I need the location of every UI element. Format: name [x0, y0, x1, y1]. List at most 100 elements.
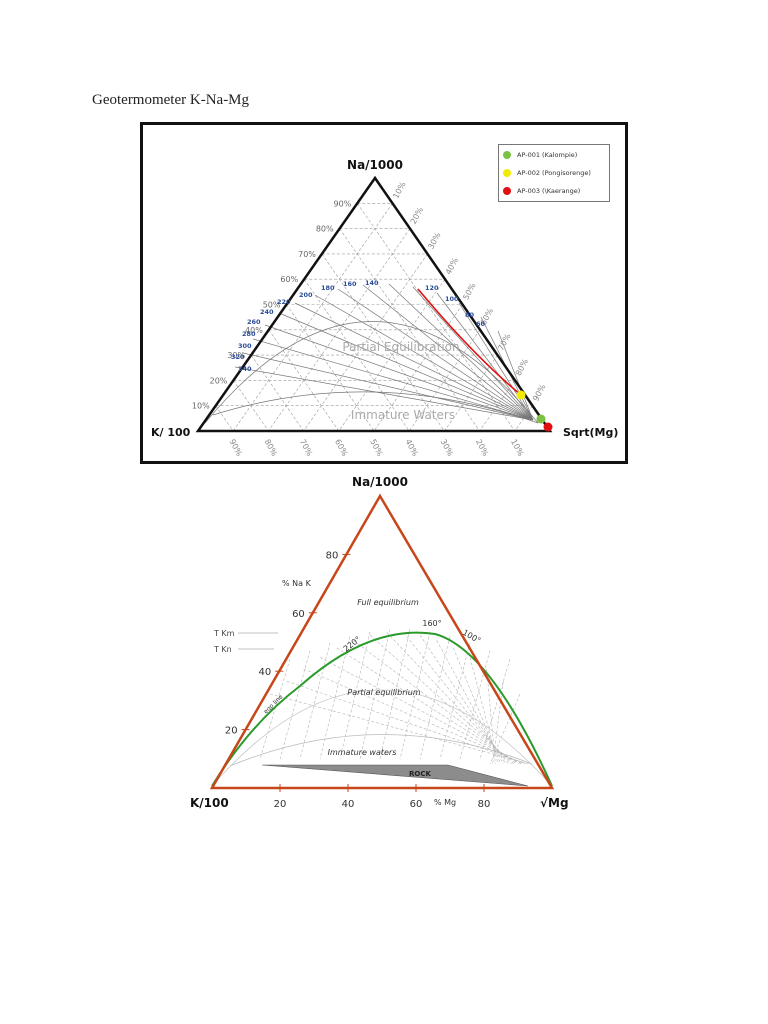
- partial-equilibration-label: Partial Equilibration: [342, 340, 459, 354]
- temperature-label: 220: [277, 298, 291, 306]
- temperature-label: 280: [242, 330, 256, 338]
- isotherm-line: [337, 288, 534, 421]
- bottom-tick-label: 80%: [263, 438, 279, 458]
- isotherm-line: [319, 636, 351, 760]
- isotherm-line: [469, 657, 499, 765]
- temperature-label: 140: [365, 279, 379, 287]
- bottom-tick-label: 30%: [439, 438, 455, 458]
- isotherm-line: [388, 283, 534, 421]
- isotherm-line: [269, 693, 531, 765]
- isotherm-line: [279, 650, 311, 760]
- isotherm-line: [436, 292, 534, 421]
- apex-right-label: √Mg: [540, 796, 569, 810]
- sample-trend-line: [417, 288, 522, 396]
- isotherm-line: [336, 647, 520, 765]
- left-tick-label: 60%: [280, 275, 298, 284]
- bottom-tick-label: 60%: [333, 438, 349, 458]
- grid-line: [444, 354, 498, 432]
- isotherm-line: [399, 631, 431, 760]
- apex-top-label: Na/1000: [347, 158, 403, 172]
- legend-label: AP-003 (\Kaerange): [517, 187, 581, 195]
- legend-item-ap002: AP-002 (Pongisorenge): [503, 166, 591, 180]
- apex-right-label: Sqrt(Mg): [563, 426, 618, 439]
- isotherm-line: [299, 642, 331, 760]
- isotherm-line: [294, 302, 534, 421]
- left-axis-title: % Na K: [282, 579, 312, 588]
- isotherm-line: [497, 330, 534, 421]
- isotherm-line: [286, 680, 528, 765]
- bottom-tick-label: 20%: [474, 438, 490, 458]
- bottom-tick-label: 60: [410, 799, 423, 810]
- immature-waters-label: Immature Waters: [351, 408, 455, 422]
- bottom-tick-label: 50%: [368, 438, 384, 458]
- left-tick-label: 40: [258, 667, 271, 678]
- isotherm-line: [379, 629, 411, 760]
- isotherm-line: [479, 658, 511, 760]
- ternary-diagram-1: Na/1000 K/ 100 Sqrt(Mg) 90% 80% 70% 60% 50% 4…: [140, 122, 628, 464]
- isotherm-line: [386, 632, 512, 765]
- temperature-label: 260: [247, 318, 261, 326]
- apex-left-label: K/100: [190, 796, 229, 810]
- bottom-tick-label: 90%: [227, 438, 243, 458]
- temperature-label: 320: [231, 353, 245, 361]
- legend-label: AP-002 (Pongisorenge): [517, 169, 591, 177]
- bottom-tick-label: 40%: [403, 438, 419, 458]
- bottom-tick-label: 40: [342, 799, 355, 810]
- isotherm-line: [419, 636, 451, 760]
- legend-item-ap001: AP-001 (Kalompie): [503, 148, 577, 162]
- temperature-label: 300: [238, 342, 252, 350]
- isotherm-line: [264, 324, 534, 421]
- left-axis-ticks: 80 60 40 20: [225, 550, 351, 737]
- temperature-160-label: 160°: [422, 619, 441, 628]
- left-tick-label: 20: [225, 726, 238, 737]
- temperature-label: 120: [425, 284, 439, 292]
- right-tick-label: 70%: [496, 332, 512, 352]
- isotherm-line: [234, 366, 534, 421]
- right-tick-label: 40%: [444, 256, 460, 276]
- full-equilibrium-curve: [211, 631, 553, 787]
- grid-line: [286, 304, 375, 432]
- legend-dot-icon: [503, 151, 511, 159]
- grid-line: [303, 253, 428, 432]
- ternary-diagram-1-svg: Na/1000 K/ 100 Sqrt(Mg) 90%80%70%60%50%4…: [151, 158, 618, 458]
- rock-label: ROCK: [409, 770, 431, 778]
- temperature-100-label: 100°: [461, 628, 482, 645]
- tkm-label: T Km: [213, 629, 235, 638]
- left-tick-label: 50%: [263, 301, 281, 310]
- left-tick-label: 60: [292, 609, 305, 620]
- grid-line: [357, 203, 516, 432]
- grid-line: [339, 228, 480, 432]
- grid-lines: [259, 629, 531, 765]
- left-tick-label: 20%: [210, 376, 228, 385]
- outer-curve: [211, 689, 553, 787]
- isotherm-line: [259, 658, 291, 760]
- isotherm-line: [419, 634, 507, 765]
- left-edge-ticks: 90% 80% 70% 60% 50% 40% 30% 20% 10%: [192, 199, 352, 410]
- immature-boundary: [229, 734, 533, 767]
- rock-region: [261, 764, 529, 787]
- bottom-edge-ticks: 90% 80% 70% 60% 50% 40% 30% 20% 10%: [227, 438, 525, 458]
- left-tick-label: 10%: [192, 402, 210, 411]
- right-tick-label: 20%: [409, 205, 425, 225]
- tkn-label: T Kn: [213, 645, 232, 654]
- bottom-tick-label: 20: [274, 799, 287, 810]
- isotherm-line: [492, 681, 504, 765]
- sample-point-ap002: [516, 390, 526, 400]
- grid-line: [215, 405, 234, 432]
- legend: AP-001 (Kalompie) AP-002 (Pongisorenge) …: [498, 144, 610, 202]
- temperature-label: 60: [476, 320, 486, 328]
- bottom-tick-label: 80: [478, 799, 491, 810]
- grid-line: [321, 253, 445, 432]
- bottom-tick-label: 10%: [509, 438, 525, 458]
- right-tick-label: 50%: [461, 281, 477, 301]
- isotherm-line: [339, 631, 371, 760]
- isotherm-line: [489, 693, 521, 765]
- temperature-label: 240: [260, 308, 274, 316]
- temperature-label: 160: [343, 280, 357, 288]
- grid-line: [250, 354, 304, 432]
- right-tick-label: 90%: [531, 382, 547, 402]
- isotherm-line: [436, 640, 504, 765]
- full-equilibrium-label: Full equilibrium: [357, 598, 419, 607]
- left-tick-label: 70%: [298, 250, 316, 259]
